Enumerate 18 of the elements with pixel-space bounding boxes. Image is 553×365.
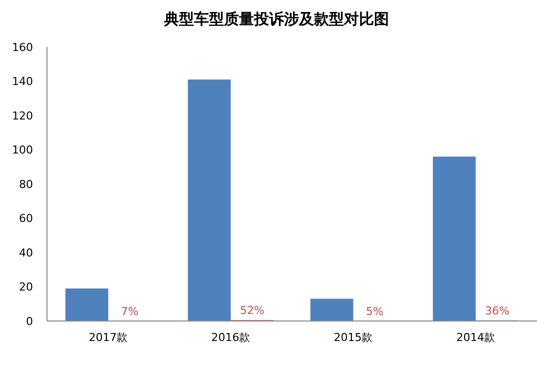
- data-label: 5%: [366, 304, 384, 318]
- data-label: 52%: [240, 304, 264, 318]
- data-label: 7%: [120, 304, 138, 318]
- x-tick-label: 2016款: [211, 331, 250, 344]
- x-tick-label: 2015款: [334, 331, 373, 344]
- x-tick-label: 2017款: [88, 331, 128, 344]
- data-label: 36%: [484, 304, 510, 318]
- y-tick-label: 140: [12, 75, 33, 88]
- y-tick-label: 0: [26, 314, 33, 328]
- y-tick-label: 120: [12, 109, 33, 122]
- y-tick-label: 20: [19, 280, 33, 294]
- y-tick-label: 40: [19, 246, 33, 260]
- x-tick-label: 2014款: [456, 331, 496, 344]
- chart-title: 典型车型质量投诉涉及款型对比图: [163, 10, 389, 28]
- y-tick-label: 100: [12, 144, 33, 157]
- y-tick-label: 160: [12, 40, 33, 54]
- y-tick-label: 80: [19, 178, 33, 191]
- y-tick-label: 60: [19, 212, 33, 226]
